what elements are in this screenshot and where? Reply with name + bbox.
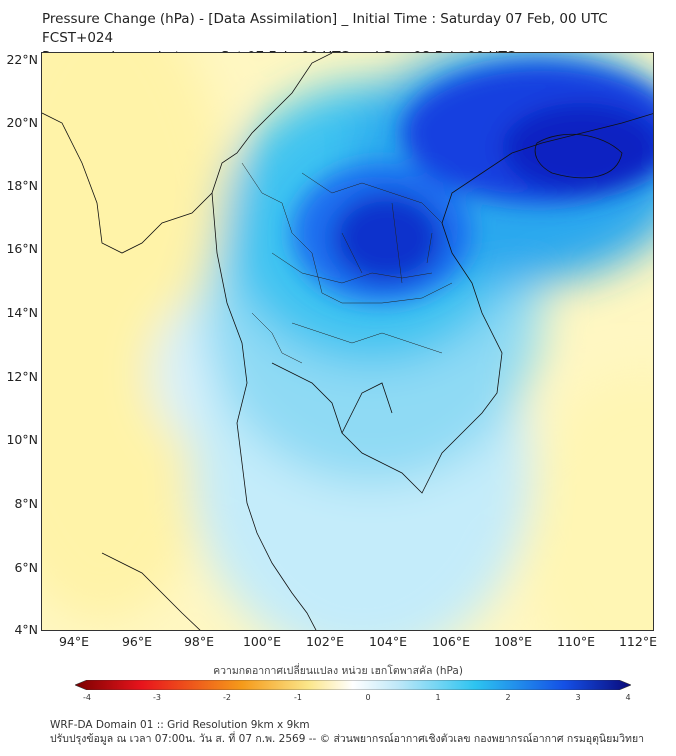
lon-tick-label: 106°E xyxy=(431,634,470,649)
lat-tick-label: 16°N xyxy=(6,241,38,256)
footer-line-1: WRF-DA Domain 01 :: Grid Resolution 9km … xyxy=(50,719,310,731)
lon-tick-label: 98°E xyxy=(183,634,215,649)
colorbar-tick-label: -1 xyxy=(294,693,302,702)
colorbar-tick-label: 2 xyxy=(505,693,511,702)
colorbar-tick-label: -2 xyxy=(223,693,231,702)
lat-tick-label: 20°N xyxy=(6,115,38,130)
lon-tick-label: 104°E xyxy=(368,634,407,649)
lat-tick-label: 6°N xyxy=(14,560,38,575)
lon-tick-label: 94°E xyxy=(58,634,90,649)
colorbar-tick-label: 3 xyxy=(575,693,581,702)
lat-tick-label: 4°N xyxy=(14,622,38,637)
lat-tick-label: 10°N xyxy=(6,432,38,447)
lat-tick-label: 12°N xyxy=(6,369,38,384)
footer-line-2: ปรับปรุงข้อมูล ณ เวลา 07:00น. วัน ส. ที่… xyxy=(50,733,645,745)
pressure-change-map[interactable] xyxy=(41,52,654,631)
lat-tick-label: 18°N xyxy=(6,178,38,193)
colorbar xyxy=(75,680,631,690)
lon-tick-label: 96°E xyxy=(121,634,153,649)
lat-tick-label: 14°N xyxy=(6,305,38,320)
lat-tick-label: 8°N xyxy=(14,496,38,511)
colorbar-label: ความกดอากาศเปลี่ยนแปลง หน่วย เฮกโตพาสคัล… xyxy=(213,665,463,677)
colorbar-tick-label: 4 xyxy=(625,693,631,702)
lon-tick-label: 112°E xyxy=(618,634,657,649)
colorbar-tick-label: 1 xyxy=(435,693,441,702)
colorbar-tick-label: -4 xyxy=(83,693,91,702)
lon-tick-label: 102°E xyxy=(305,634,344,649)
lat-tick-label: 22°N xyxy=(6,52,38,67)
footer: WRF-DA Domain 01 :: Grid Resolution 9km … xyxy=(50,718,644,746)
lon-tick-label: 110°E xyxy=(556,634,595,649)
colorbar-tick-label: 0 xyxy=(365,693,371,702)
lon-tick-label: 100°E xyxy=(242,634,281,649)
colorbar-tick-label: -3 xyxy=(153,693,161,702)
map-canvas xyxy=(42,53,653,630)
title-line-1: Pressure Change (hPa) - [Data Assimilati… xyxy=(42,11,608,46)
lon-tick-label: 108°E xyxy=(493,634,532,649)
